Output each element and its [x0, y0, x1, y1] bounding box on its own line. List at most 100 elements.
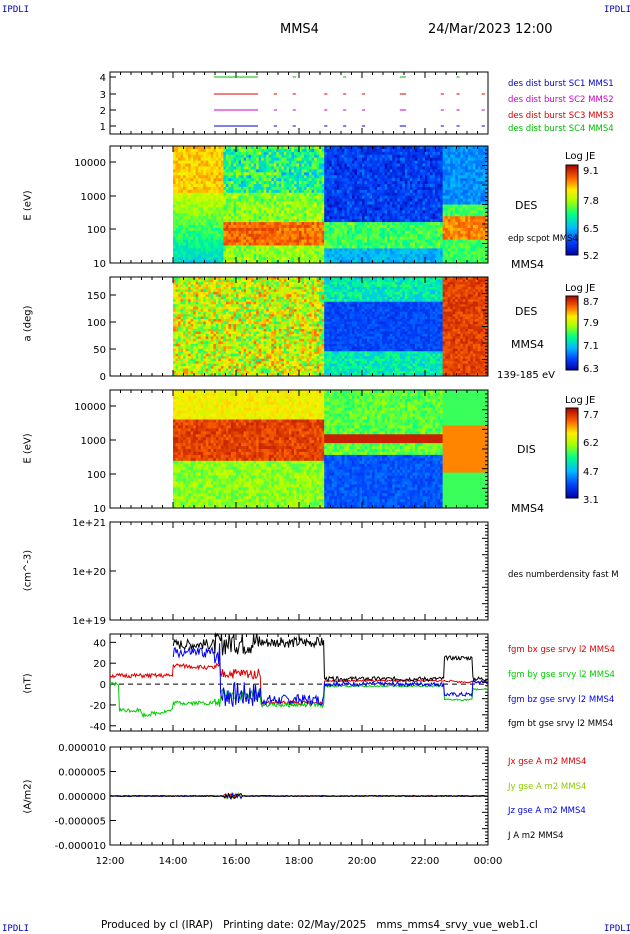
spectrogram-cell — [306, 198, 310, 202]
spectrogram-cell — [185, 178, 189, 182]
spectrogram-cell — [452, 181, 456, 185]
spectrogram-cell — [233, 257, 237, 261]
spectrogram-cell — [430, 251, 433, 255]
spectrogram-cell — [188, 254, 192, 258]
spectrogram-cell — [251, 201, 255, 205]
spectrogram-cell — [256, 230, 260, 235]
spectrogram-cell — [195, 160, 199, 164]
spectrogram-cell — [475, 151, 479, 156]
spectrogram-cell — [467, 219, 471, 223]
spectrogram-cell — [475, 236, 479, 240]
spectrogram-cell — [258, 169, 262, 173]
spectrogram-cell — [321, 207, 325, 211]
spectrogram-cell — [205, 207, 209, 211]
spectrogram-cell — [472, 260, 476, 264]
spectrogram-cell — [233, 248, 237, 252]
spectrogram-cell — [392, 154, 396, 159]
spectrogram-cell — [374, 216, 378, 220]
spectrogram-cell — [190, 163, 194, 167]
spectrogram-cell — [467, 198, 471, 202]
spectrogram-cell — [258, 207, 262, 211]
spectrogram-cell — [319, 236, 323, 240]
spectrogram-cell — [314, 236, 318, 240]
spectrogram-cell — [387, 178, 391, 182]
spectrogram-cell — [356, 181, 360, 185]
spectrogram-cell — [344, 219, 348, 223]
spectrogram-cell — [261, 166, 265, 170]
spectrogram-cell — [173, 216, 176, 220]
spectrogram-cell — [193, 230, 197, 235]
spectrogram-cell — [256, 184, 260, 188]
spectrogram-cell — [218, 207, 222, 211]
spectrogram-cell — [394, 166, 398, 170]
spectrogram-cell — [195, 233, 199, 238]
spectrogram-cell — [225, 148, 229, 153]
spectrogram-cell — [472, 251, 476, 255]
spectrogram-cell — [293, 230, 297, 235]
spectrogram-cell — [271, 233, 275, 238]
spectrogram-cell — [452, 216, 456, 220]
spectrogram-cell — [241, 242, 244, 246]
spectrogram-cell — [427, 160, 431, 164]
spectrogram-cell — [404, 184, 408, 188]
spectrogram-cell — [215, 239, 219, 243]
spectrogram-cell — [233, 207, 237, 211]
spectrogram-cell — [334, 189, 338, 194]
spectrogram-cell — [223, 181, 227, 185]
spectrogram-cell — [427, 216, 431, 220]
spectrogram-cell — [266, 222, 270, 226]
spectrogram-cell — [387, 227, 391, 232]
spectrogram-cell — [261, 201, 265, 205]
spectrogram-cell — [293, 236, 297, 240]
spectrogram-cell — [356, 239, 360, 243]
spectrogram-cell — [477, 236, 481, 240]
spectrogram-cell — [422, 198, 426, 202]
spectrogram-cell — [351, 239, 355, 243]
spectrogram-cell — [356, 169, 360, 173]
spectrogram-cell — [417, 186, 421, 191]
spectrogram-cell — [374, 239, 378, 243]
spectrogram-cell — [334, 227, 338, 232]
spectrogram-cell — [460, 251, 464, 255]
spectrogram-cell — [467, 227, 471, 232]
spectrogram-cell — [412, 151, 416, 156]
spectrogram-cell — [175, 160, 179, 164]
spectrogram-cell — [334, 148, 338, 153]
spectrogram-cell — [467, 178, 471, 182]
spectrogram-cell — [258, 146, 262, 150]
spectrogram-cell — [457, 260, 461, 264]
spectrogram-cell — [364, 195, 368, 200]
spectrogram-cell — [351, 154, 355, 159]
spectrogram-cell — [430, 166, 433, 170]
spectrogram-cell — [336, 181, 340, 185]
spectrogram-cell — [266, 201, 270, 205]
spectrogram-cell — [208, 172, 212, 176]
spectrogram-cell — [372, 166, 375, 170]
spectrogram-cell — [228, 157, 232, 162]
spectrogram-cell — [452, 163, 456, 167]
spectrogram-cell — [215, 213, 219, 217]
spectrogram-cell — [382, 242, 386, 246]
spectrogram-cell — [268, 224, 272, 229]
spectrogram-cell — [301, 178, 305, 182]
spectrogram-cell — [472, 146, 476, 150]
spectrogram-cell — [351, 195, 355, 200]
spectrogram-cell — [367, 163, 370, 167]
spectrogram-cell — [382, 186, 386, 191]
spectrogram-cell — [465, 204, 469, 208]
spectrogram-cell — [281, 204, 285, 208]
spectrogram-cell — [208, 260, 212, 264]
spectrogram-cell — [435, 160, 438, 164]
spectrogram-cell — [291, 181, 295, 185]
spectrogram-cell — [440, 245, 444, 249]
spectrogram-cell — [336, 186, 340, 191]
spectrogram-cell — [387, 245, 391, 249]
spectrogram-cell — [220, 245, 224, 249]
spectrogram-cell — [437, 222, 441, 226]
spectrogram-cell — [379, 195, 383, 200]
spectrogram-cell — [326, 160, 330, 164]
spectrogram-cell — [210, 254, 214, 258]
spectrogram-cell — [372, 227, 375, 232]
spectrogram-cell — [397, 157, 401, 162]
spectrogram-cell — [195, 198, 199, 202]
